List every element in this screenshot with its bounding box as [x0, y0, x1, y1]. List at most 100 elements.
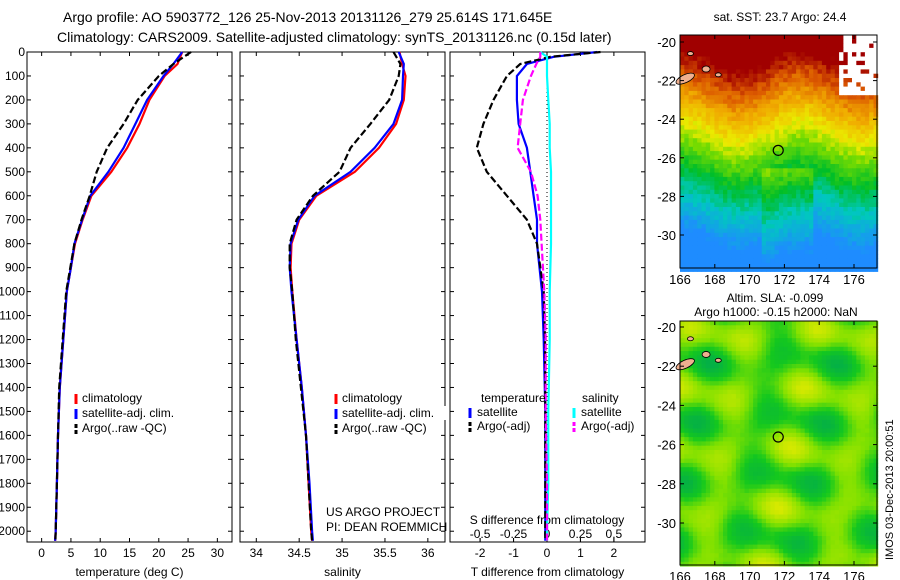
map-cell [774, 35, 780, 40]
map-cell [688, 329, 694, 335]
map-cell [710, 121, 715, 126]
map-cell [748, 138, 754, 143]
map-cell [834, 484, 840, 490]
map-cell [804, 185, 810, 191]
map-cell [813, 121, 818, 126]
map-cell [757, 82, 763, 87]
map-cell [787, 133, 793, 139]
map-cell [817, 202, 823, 208]
map-cell [843, 207, 849, 212]
map-cell [744, 202, 750, 208]
island-shape [687, 51, 694, 56]
map-cell [864, 342, 870, 348]
map-cell [796, 69, 801, 75]
map-cell [843, 245, 849, 251]
map-cell [843, 185, 849, 191]
map-cell [843, 346, 849, 352]
map-cell [735, 325, 741, 330]
map-cell [735, 450, 741, 455]
map-cell [727, 437, 732, 442]
map-cell [796, 372, 801, 378]
map-cell [813, 376, 818, 382]
map-cell [809, 501, 814, 507]
map-cell [834, 407, 840, 412]
map-cell [796, 351, 801, 356]
map-cell [731, 69, 737, 75]
map-cell [826, 321, 831, 326]
map-cell [778, 419, 784, 425]
map-cell [761, 462, 767, 468]
map-cell [718, 333, 724, 339]
map-cell [783, 211, 788, 216]
map-cell [740, 73, 745, 79]
map-cell [860, 172, 866, 178]
map-cell [727, 159, 732, 165]
map-cell [796, 333, 801, 339]
map-cell [748, 325, 754, 330]
map-cell [864, 514, 870, 520]
map-cell [761, 445, 767, 451]
map-cell [834, 95, 840, 100]
map-cell [873, 333, 879, 339]
map-cell [817, 138, 823, 143]
map-cell [770, 198, 775, 204]
map-cell [804, 385, 810, 391]
map-cell [766, 419, 771, 425]
map-cell [873, 329, 879, 335]
map-cell [800, 250, 806, 255]
map-cell [697, 99, 702, 105]
map-cell [761, 138, 767, 143]
map-cell [791, 254, 797, 259]
map-cell [856, 112, 861, 118]
map-cell [791, 389, 797, 395]
map-cell [744, 168, 750, 173]
map-cell [697, 359, 702, 365]
map-cell [684, 224, 689, 229]
map-cell [856, 480, 861, 485]
map-cell [843, 172, 849, 178]
map-cell [826, 445, 831, 451]
map-cell [821, 125, 827, 130]
map-cell [787, 321, 793, 326]
map-cell [791, 47, 797, 53]
map-cell [744, 237, 750, 242]
map-cell [757, 232, 763, 238]
map-cell [761, 142, 767, 148]
map-cell [710, 432, 715, 438]
map-cell [869, 458, 874, 464]
map-cell [727, 224, 732, 229]
map-cell [830, 47, 836, 53]
map-cell [701, 325, 707, 330]
map-cell [701, 202, 707, 208]
map-cell [692, 142, 698, 148]
map-cell [680, 168, 685, 173]
map-cell [869, 60, 874, 66]
map-cell [688, 432, 694, 438]
map-cell [809, 121, 814, 126]
map-cell [856, 172, 861, 178]
map-cell [723, 510, 728, 515]
map-cell [757, 415, 763, 421]
map-cell [723, 376, 728, 382]
map-cell [864, 432, 870, 438]
map-cell [796, 99, 801, 105]
lat-tick-label: -26 [657, 151, 676, 166]
map-cell [753, 245, 758, 251]
map-cell [817, 78, 823, 83]
map-cell [873, 359, 879, 365]
map-cell [778, 254, 784, 259]
map-cell [740, 138, 745, 143]
map-cell [735, 245, 741, 251]
map-cell [744, 112, 750, 118]
map-cell [809, 116, 814, 122]
map-cell [791, 82, 797, 87]
map-cell [778, 475, 784, 481]
map-cell [873, 480, 879, 485]
map-cell [856, 52, 861, 57]
map-cell [809, 415, 814, 421]
map-cell [869, 467, 874, 472]
map-cell [770, 232, 775, 238]
map-cell [735, 232, 741, 238]
map-cell [817, 168, 823, 173]
map-cell [800, 262, 806, 268]
